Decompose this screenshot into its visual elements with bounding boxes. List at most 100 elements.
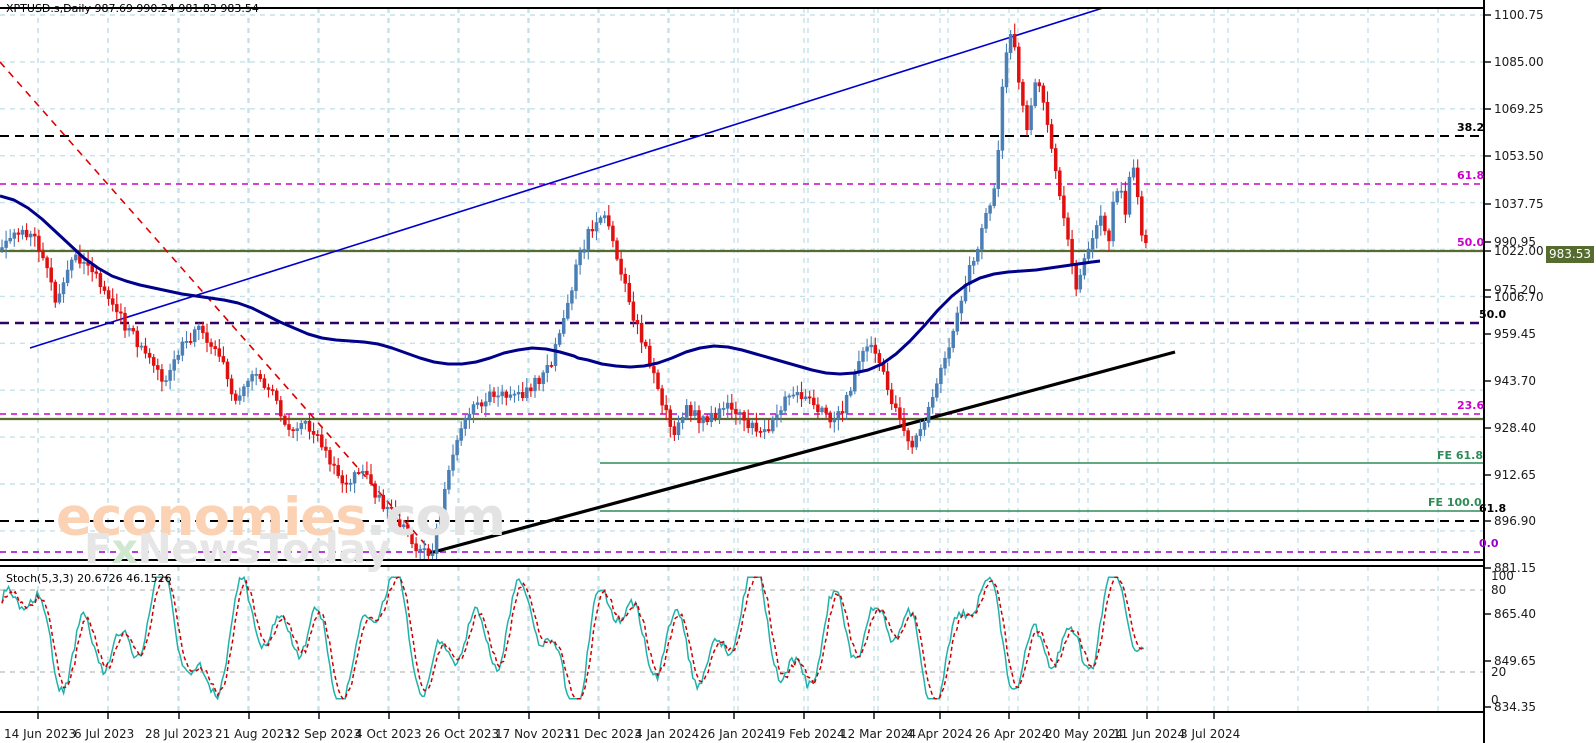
candle-body <box>775 414 779 419</box>
candle-body <box>1070 238 1074 266</box>
candle-body <box>1135 167 1140 198</box>
candle-body <box>602 215 607 219</box>
candle-body <box>299 423 304 430</box>
candle-body <box>840 411 845 414</box>
candle-body <box>996 150 1001 190</box>
candle-body <box>689 405 693 416</box>
candle-body <box>393 507 398 520</box>
price-axis-label: 975.20 <box>1494 283 1536 297</box>
candle-body <box>4 240 8 248</box>
candle-body <box>311 431 316 435</box>
candle-body <box>1123 190 1128 215</box>
price-axis-label: 943.70 <box>1494 374 1536 388</box>
candle-body <box>520 392 525 399</box>
candle-body <box>492 391 496 397</box>
candle-body <box>1099 215 1103 226</box>
candle-body <box>885 371 890 391</box>
candle-body <box>1004 52 1009 88</box>
candle-body <box>725 402 730 409</box>
candle-body <box>799 392 804 400</box>
candle-body <box>561 318 566 334</box>
candle-body <box>525 387 529 399</box>
candle-body <box>771 417 775 432</box>
candle-body <box>385 506 390 510</box>
level-tag-38-2: 38.2 <box>1457 121 1485 134</box>
candle-body <box>918 429 923 436</box>
candle-body <box>213 346 217 349</box>
date-axis-label: 6 Jul 2023 <box>74 727 135 741</box>
candle-body <box>324 446 328 451</box>
candle-body <box>484 401 488 407</box>
candle-body <box>176 354 181 360</box>
candle-body <box>803 396 808 400</box>
candle-body <box>131 328 135 332</box>
candle-body <box>344 482 349 485</box>
trendline-descending-resistance <box>0 61 433 553</box>
candle-body <box>1000 86 1005 151</box>
candle-body <box>110 298 115 305</box>
candle-body <box>475 402 480 405</box>
candle-body <box>8 238 12 242</box>
candle-body <box>1053 148 1058 172</box>
candle-body <box>270 389 275 392</box>
candle-body <box>61 282 66 295</box>
candle-body <box>779 410 783 416</box>
candle-body <box>955 312 960 332</box>
candle-body <box>262 378 267 388</box>
candle-body <box>402 524 406 528</box>
candle-body <box>594 222 599 232</box>
candle-body <box>516 392 521 395</box>
candle-body <box>865 346 869 352</box>
candle-body <box>816 404 820 413</box>
candle-body <box>172 359 176 371</box>
candle-body <box>106 290 111 299</box>
candle-body <box>98 273 103 288</box>
candle-body <box>180 341 185 356</box>
candle-body <box>426 548 431 556</box>
candle-body <box>648 345 652 367</box>
candle-body <box>939 367 943 385</box>
candle-body <box>828 412 832 423</box>
price-axis-label: 959.45 <box>1494 327 1536 341</box>
candle-body <box>1017 46 1021 83</box>
candle-body <box>414 543 418 552</box>
candle-body <box>787 395 791 398</box>
candle-body <box>549 365 554 367</box>
candle-body <box>1119 190 1124 193</box>
candle-body <box>217 348 222 357</box>
candle-body <box>12 232 17 239</box>
candle-body <box>697 410 701 424</box>
stochastic-header-label: Stoch(5,3,3) 20.6726 46.1526 <box>6 572 172 585</box>
price-axis-label: 834.35 <box>1494 700 1536 714</box>
candle-body <box>750 422 755 429</box>
candle-body <box>1074 264 1078 290</box>
candle-body <box>578 252 582 266</box>
price-axis-label: 865.40 <box>1494 607 1536 621</box>
candle-body <box>69 259 74 271</box>
level-tag-61-8: 61.8 <box>1457 169 1485 182</box>
candle-body <box>537 377 541 384</box>
price-axis-label: 1037.75 <box>1494 197 1544 211</box>
candle-body <box>984 212 988 229</box>
candle-body <box>721 408 726 410</box>
date-axis-label: 26 Apr 2024 <box>975 727 1050 741</box>
trendline-ascending-support-black <box>429 350 1176 555</box>
candle-body <box>315 434 320 436</box>
candle-body <box>951 330 955 348</box>
candle-body <box>209 342 213 347</box>
candle-body <box>541 372 545 384</box>
date-axis-label: 14 Jun 2023 <box>4 727 77 741</box>
candle-body <box>168 369 172 381</box>
candle-body <box>783 396 787 411</box>
candle-body <box>233 393 238 401</box>
candle-body <box>20 229 25 235</box>
level-tag-50-0: 50.0 <box>1479 308 1507 321</box>
date-axis-label: 28 Jul 2023 <box>145 727 213 741</box>
candle-body <box>246 380 250 387</box>
candle-body <box>734 409 738 415</box>
candle-body <box>869 344 873 348</box>
candle-body <box>598 217 603 223</box>
